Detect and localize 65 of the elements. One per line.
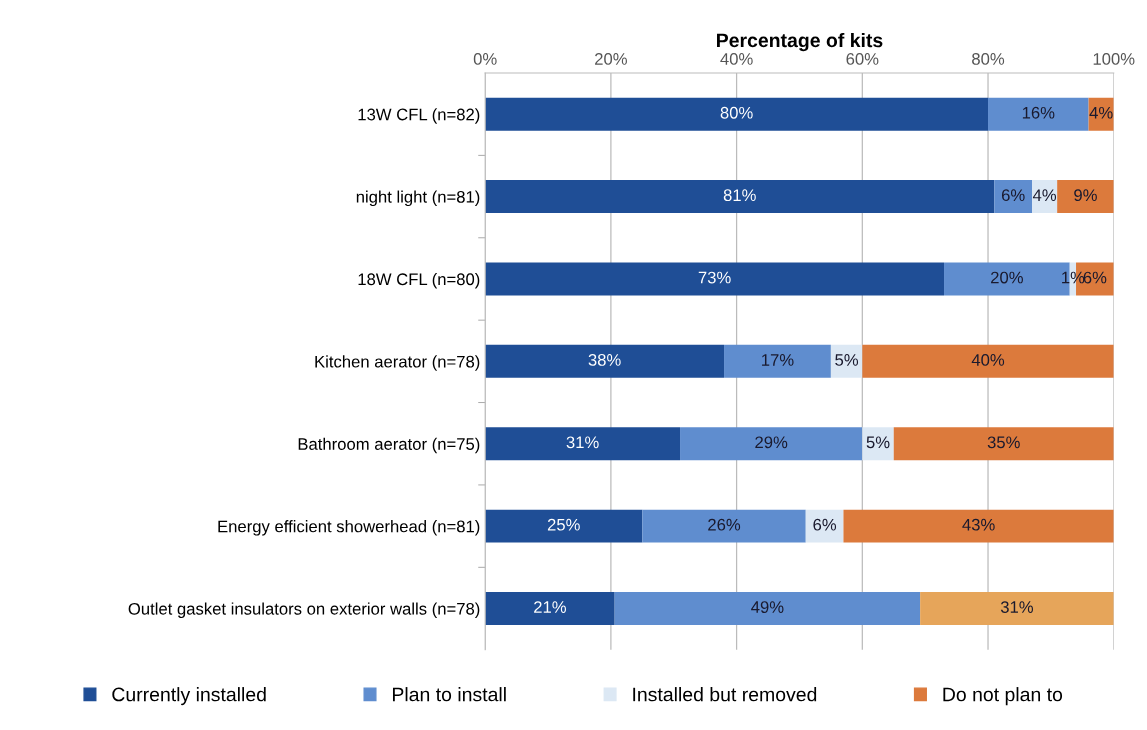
data-label: 35% — [987, 436, 1020, 449]
bar — [893, 427, 1114, 461]
data-label: 43% — [962, 518, 995, 531]
y-tick-label: Energy efficient showerhead (n=81) — [218, 520, 480, 536]
bar — [680, 427, 863, 461]
bar — [920, 592, 1114, 625]
bar — [485, 262, 945, 296]
bar — [485, 592, 615, 625]
data-label: 9% — [1074, 189, 1097, 202]
data-label: 16% — [1022, 106, 1055, 119]
data-label: 29% — [755, 436, 788, 449]
bar — [485, 344, 725, 378]
x-tick-label: 80% — [972, 53, 1005, 65]
data-label: 21% — [534, 601, 567, 613]
data-label: 26% — [708, 518, 741, 531]
bar — [485, 97, 989, 131]
bar — [724, 344, 831, 378]
x-tick-label: 0% — [473, 53, 497, 65]
data-label: 4% — [1089, 106, 1113, 119]
data-label: 1% — [1062, 271, 1085, 284]
data-label: 4% — [1032, 189, 1057, 201]
legend-label: Installed but removed — [633, 687, 817, 702]
y-tick-label: night light (n=81) — [356, 190, 480, 207]
data-label: 5% — [835, 354, 859, 366]
bar — [485, 509, 643, 543]
bar — [994, 180, 1033, 214]
data-label: 6% — [1001, 189, 1025, 202]
data-label: 73% — [698, 271, 731, 284]
x-axis-title: Percentage of kits — [717, 32, 883, 52]
data-label: 31% — [566, 436, 599, 449]
legend-label: Plan to install — [392, 687, 506, 702]
data-label: 17% — [762, 354, 794, 366]
y-tick-label: Outlet gasket insulators on exterior walls (n=78) — [128, 602, 480, 618]
data-label: 31% — [1000, 601, 1034, 613]
data-label: 38% — [588, 354, 621, 366]
data-label: 81% — [723, 189, 756, 202]
bar — [988, 97, 1089, 131]
data-label: 20% — [991, 271, 1023, 284]
data-label: 25% — [547, 518, 580, 531]
data-label: 40% — [971, 354, 1005, 366]
data-label: 6% — [813, 518, 837, 531]
bar — [830, 344, 863, 378]
data-label: 49% — [751, 601, 784, 613]
bar — [614, 592, 921, 625]
legend-label: Currently installed — [112, 687, 266, 706]
bar — [485, 180, 995, 214]
bar — [1057, 180, 1114, 214]
data-label: 80% — [720, 106, 753, 119]
bar — [805, 509, 844, 543]
y-tick-label: Kitchen aerator (n=78) — [315, 355, 480, 371]
y-tick-label: 13W CFL (n=82) — [358, 108, 480, 124]
bar — [485, 427, 681, 461]
bar — [862, 427, 894, 461]
y-tick-label: 18W CFL (n=80) — [358, 272, 480, 289]
x-tick-label: 100% — [1093, 53, 1135, 65]
bar — [862, 344, 1114, 378]
data-label: 6% — [1083, 271, 1107, 284]
y-tick-label: Bathroom aerator (n=75) — [298, 437, 480, 454]
x-tick-label: 40% — [720, 53, 753, 65]
x-tick-label: 60% — [846, 53, 879, 65]
bar — [642, 509, 806, 543]
x-tick-label: 20% — [595, 53, 627, 65]
bar — [843, 509, 1114, 543]
data-label: 5% — [866, 436, 890, 449]
legend-label: Do not plan to — [943, 687, 1063, 706]
